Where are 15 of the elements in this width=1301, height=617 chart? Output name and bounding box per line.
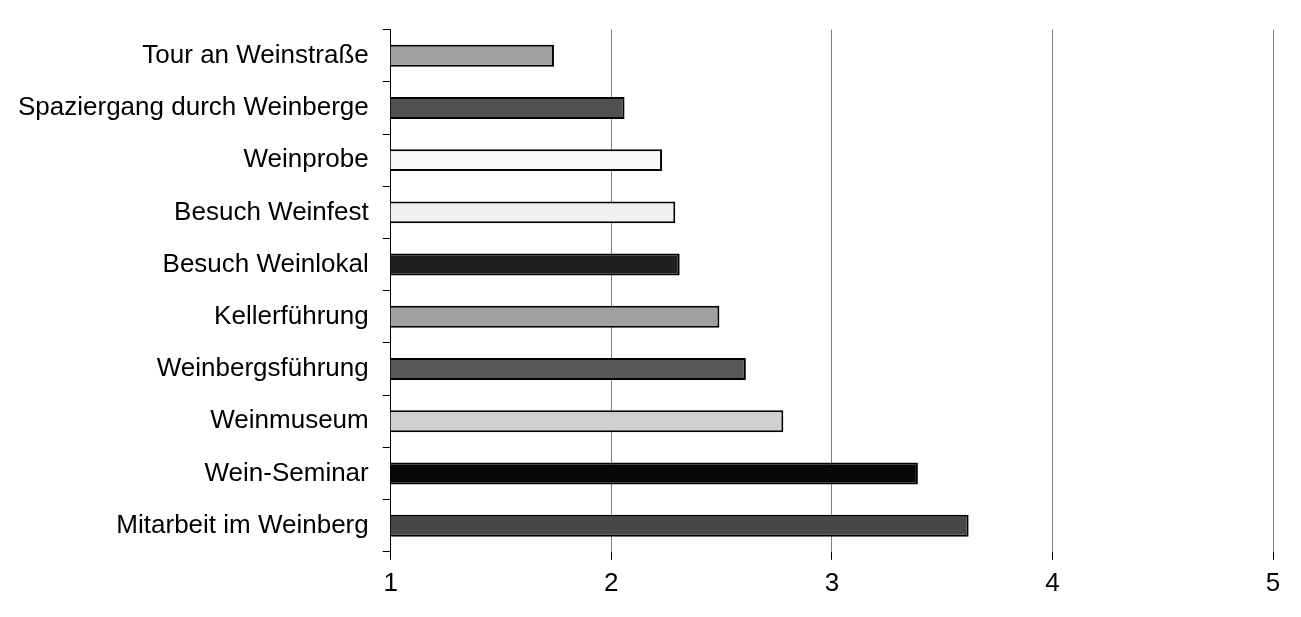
y-tick-label: Besuch Weinfest	[174, 195, 370, 226]
y-tick-label: Wein-Seminar	[204, 456, 370, 487]
y-tick-label: Weinmuseum	[210, 404, 369, 435]
y-tick-label: Mitarbeit im Weinberg	[116, 508, 369, 539]
y-tick-label: Spaziergang durch Weinberge	[18, 91, 369, 122]
y-tick-label: Kellerführung	[214, 299, 369, 330]
x-tick-label: 4	[1045, 566, 1060, 597]
x-tick-label: 5	[1265, 566, 1281, 597]
x-tick-label: 1	[383, 566, 398, 597]
y-tick-label: Weinprobe	[243, 143, 369, 174]
y-tick-label: Besuch Weinlokal	[162, 247, 369, 278]
y-tick-label: Weinbergsführung	[156, 352, 369, 383]
x-tick-label: 2	[604, 566, 619, 597]
y-tick-label: Tour an Weinstraße	[142, 38, 369, 69]
x-tick-label: 3	[824, 566, 840, 597]
